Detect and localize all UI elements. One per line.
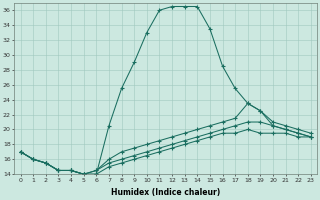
X-axis label: Humidex (Indice chaleur): Humidex (Indice chaleur): [111, 188, 220, 197]
